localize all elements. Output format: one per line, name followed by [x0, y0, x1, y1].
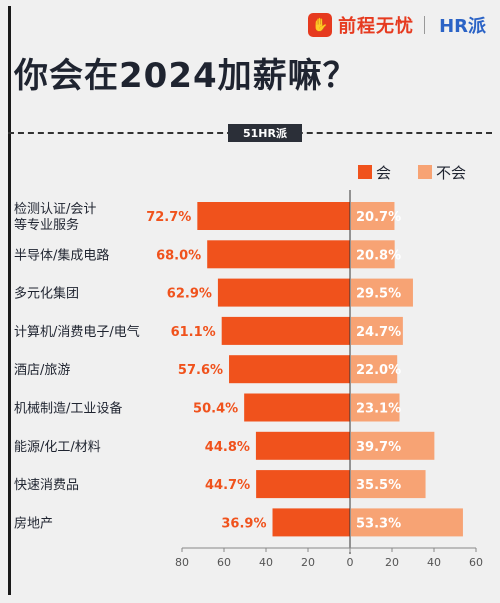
data-label-no: 20.7% — [356, 210, 401, 225]
x-tick-label: 40 — [427, 556, 441, 569]
brand-separator — [424, 16, 426, 34]
data-label-yes: 44.7% — [205, 478, 250, 493]
x-tick-label: 0 — [347, 556, 354, 569]
data-label-no: 22.0% — [356, 363, 401, 378]
category-label: 多元化集团 — [14, 286, 79, 302]
bar-no — [351, 240, 395, 269]
bar-yes — [255, 431, 350, 460]
data-label-yes: 36.9% — [221, 516, 266, 531]
bar-yes — [256, 470, 350, 499]
x-tick-label: 80 — [175, 556, 189, 569]
legend-swatch-no — [418, 165, 432, 179]
data-label-no: 20.8% — [356, 248, 401, 263]
x-tick-label: 60 — [469, 556, 483, 569]
bar-yes — [244, 393, 350, 422]
bar-yes — [221, 316, 350, 345]
data-label-yes: 72.7% — [146, 210, 191, 225]
category-label: 酒店/旅游 — [14, 363, 70, 378]
bar-yes — [217, 278, 350, 307]
bar-no — [351, 278, 413, 307]
category-label: 能源/化工/材料 — [14, 440, 101, 455]
category-label: 机械制造/工业设备 — [14, 401, 122, 417]
data-label-no: 23.1% — [356, 402, 401, 417]
category-label: 房地产 — [14, 515, 53, 531]
data-label-no: 39.7% — [356, 440, 401, 455]
bar-yes — [197, 202, 350, 230]
category-label: 半导体/集成电路 — [14, 247, 109, 263]
frame-border — [8, 6, 495, 595]
legend-label-yes: 会 — [376, 164, 391, 182]
bar-yes — [229, 355, 350, 384]
category-label: 计算机/消费电子/电气 — [14, 324, 140, 340]
data-label-yes: 68.0% — [156, 248, 201, 263]
x-tick-label: 60 — [217, 556, 231, 569]
data-label-no: 24.7% — [356, 325, 401, 340]
bar-no — [351, 393, 400, 422]
bar-no — [351, 202, 395, 230]
x-tick-label: 20 — [385, 556, 399, 569]
bar-no — [351, 355, 398, 384]
brand-second: HR派 — [439, 16, 486, 37]
x-tick-label: 40 — [259, 556, 273, 569]
data-label-yes: 61.1% — [171, 325, 216, 340]
bar-yes — [207, 240, 350, 269]
source-tag: 51HR派 — [228, 124, 302, 142]
bar-yes — [272, 508, 350, 537]
data-label-no: 29.5% — [356, 287, 401, 302]
bar-no — [351, 316, 403, 345]
bar-no — [351, 508, 463, 537]
data-label-yes: 57.6% — [178, 363, 223, 378]
page-title: 你会在2024加薪嘛？ — [14, 56, 358, 96]
hand-icon: ✋ — [308, 13, 333, 37]
brand-logo: ✋ 前程无忧 HR派 — [308, 12, 486, 38]
legend-swatch-yes — [358, 165, 372, 179]
category-label: 快速消费品 — [14, 478, 79, 493]
data-label-no: 53.3% — [356, 516, 401, 531]
category-label: 检测认证/会计等专业服务 — [14, 202, 96, 233]
data-label-yes: 50.4% — [193, 402, 238, 417]
legend-label-no: 不会 — [436, 164, 466, 182]
data-label-no: 35.5% — [356, 478, 401, 493]
bar-no — [351, 470, 426, 499]
data-label-yes: 44.8% — [205, 440, 250, 455]
brand-name: 前程无忧 — [338, 16, 415, 37]
bar-no — [351, 431, 435, 460]
data-label-yes: 62.9% — [167, 287, 212, 302]
x-tick-label: 20 — [301, 556, 315, 569]
